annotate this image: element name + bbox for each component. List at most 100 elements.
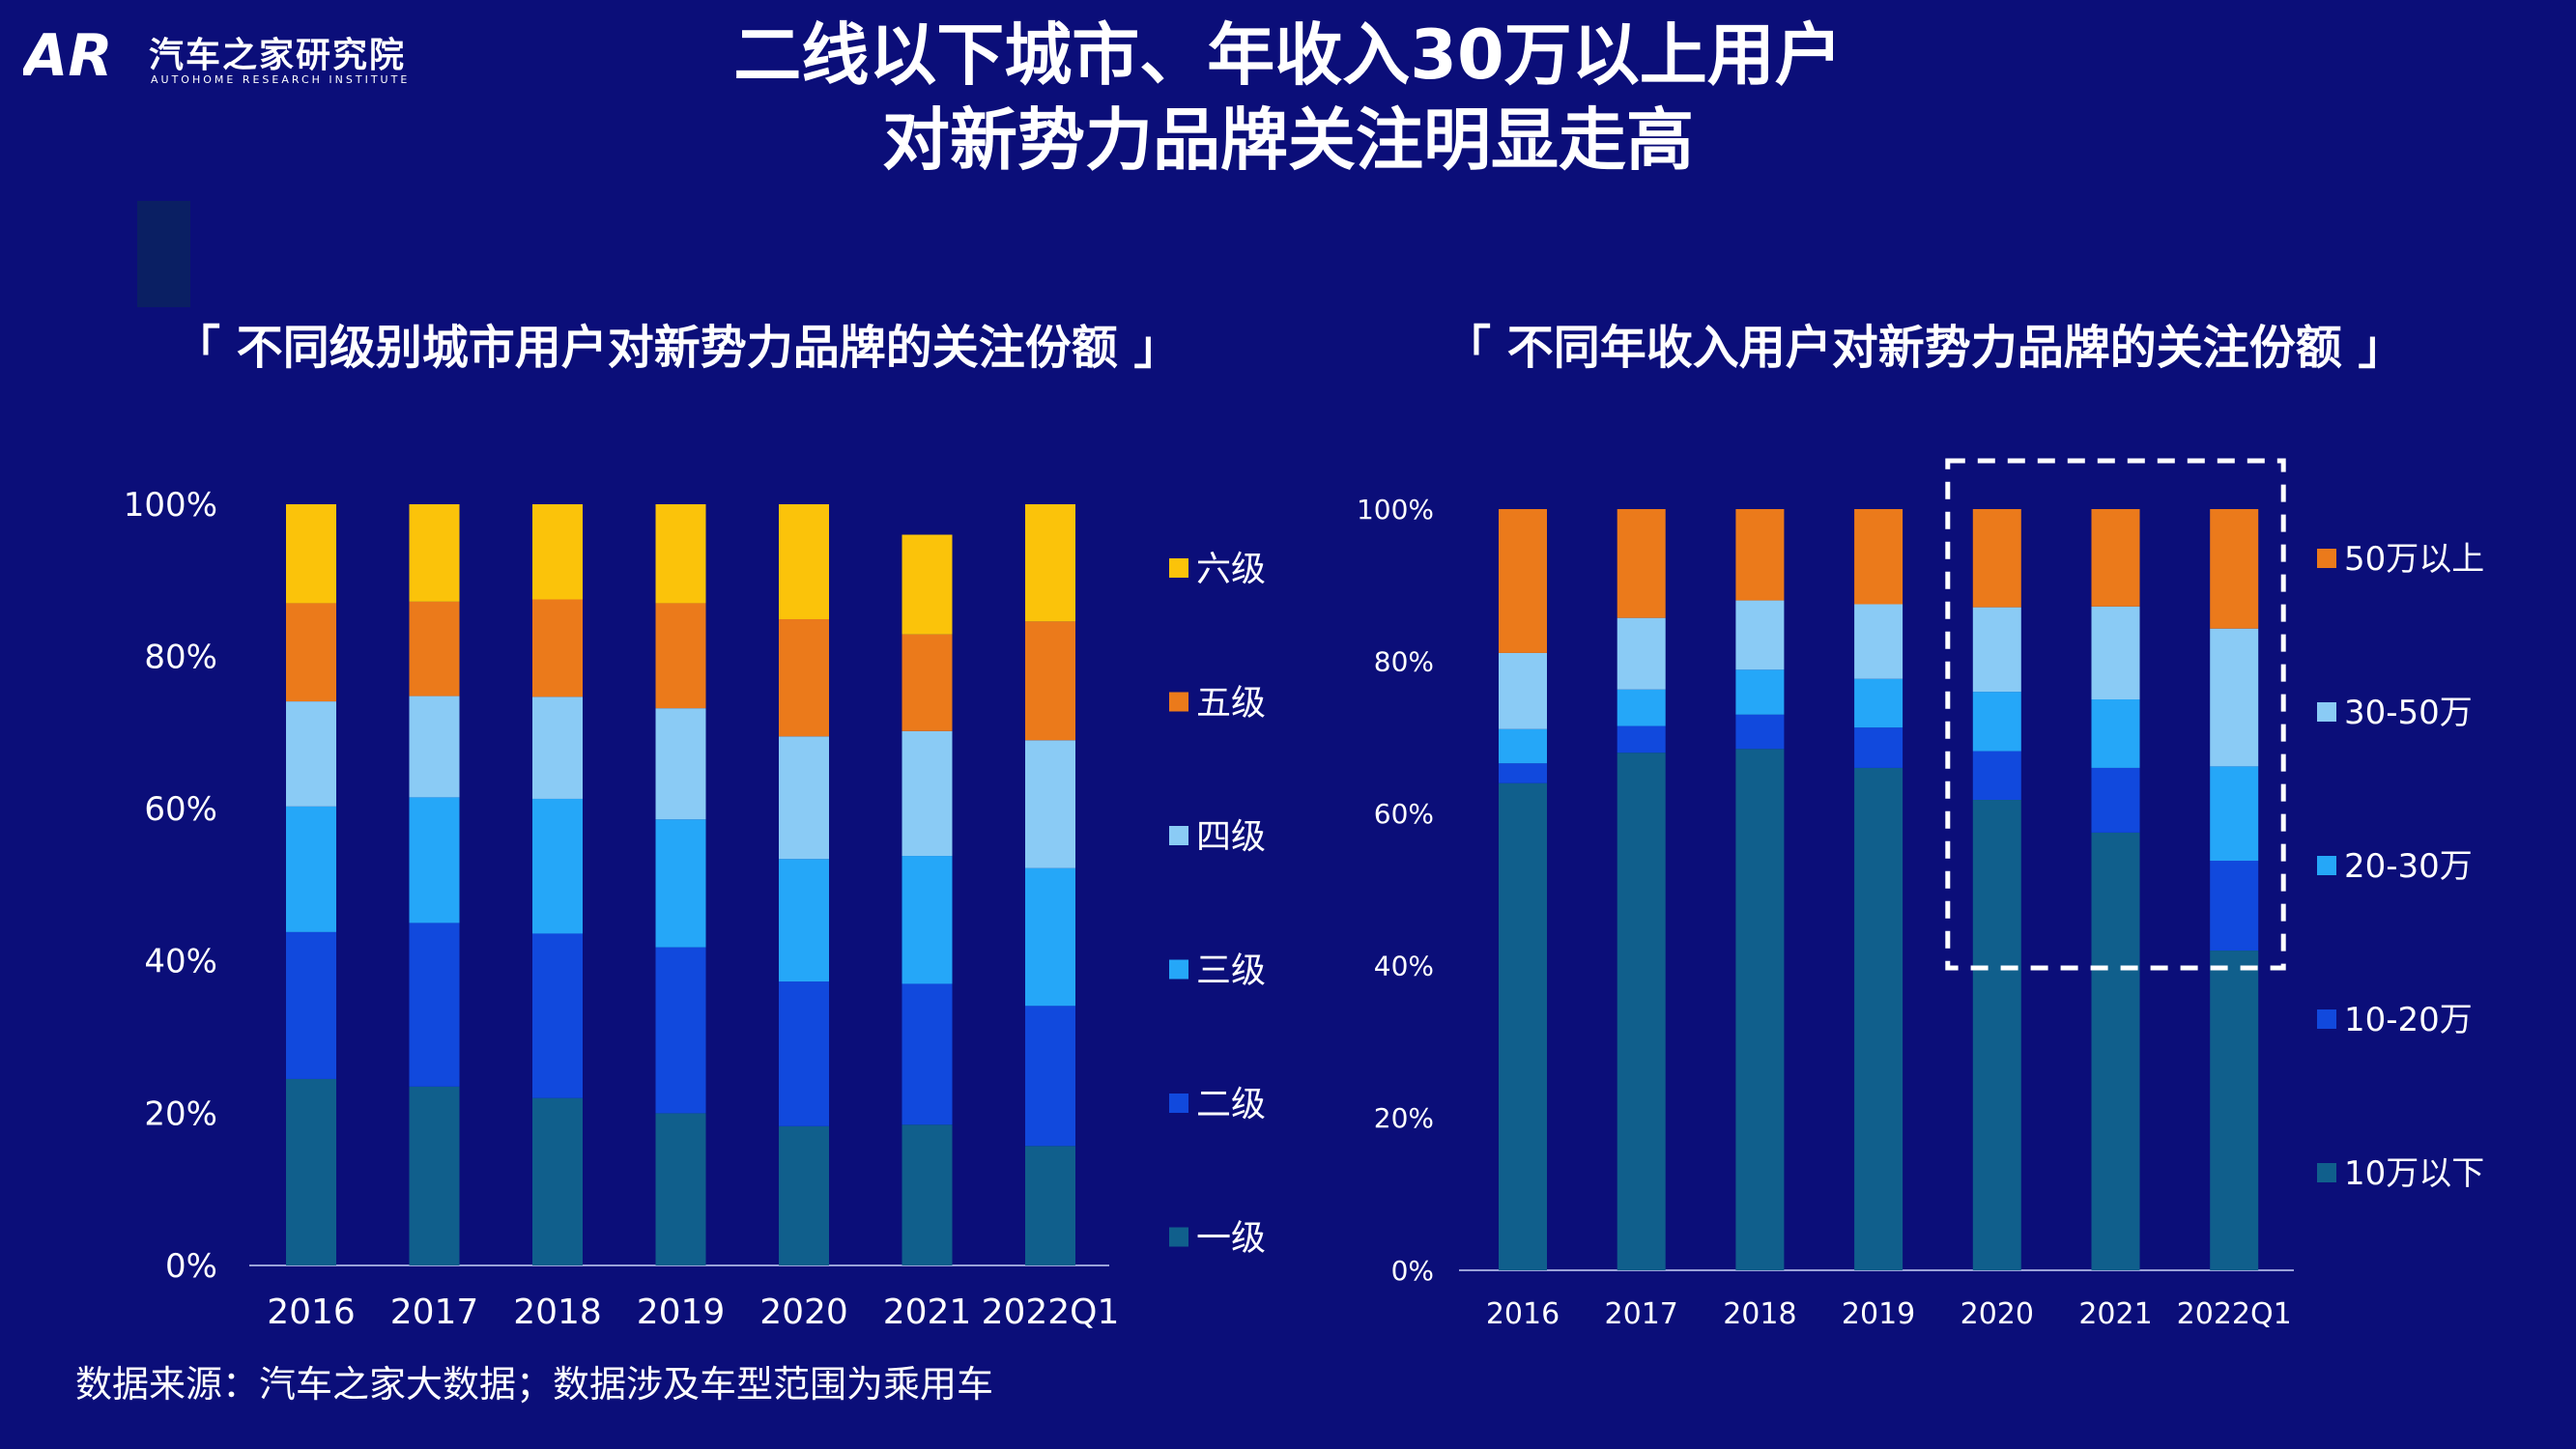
legend-label: 50万以上 — [2344, 540, 2484, 579]
bar-segment — [532, 599, 583, 697]
bar-segment — [1735, 714, 1785, 750]
bar-segment — [779, 618, 829, 737]
page-title-line1: 二线以下城市、年收入30万以上用户 — [733, 15, 1843, 95]
bar-segment — [532, 933, 583, 1098]
x-tick-label: 2018 — [513, 1293, 602, 1332]
bar-segment — [779, 504, 829, 619]
bar-segment — [2210, 509, 2259, 629]
bar-segment — [532, 504, 583, 600]
bar-segment — [2091, 509, 2140, 607]
legend-swatch — [2317, 1009, 2336, 1029]
bar-segment — [902, 1124, 953, 1265]
bar-segment — [1025, 621, 1075, 741]
legend-label: 六级 — [1196, 550, 1266, 589]
bar-segment — [655, 504, 706, 604]
y-tick-label: 40% — [1374, 951, 1434, 982]
bar-segment — [1617, 725, 1666, 753]
bar-segment — [409, 1086, 460, 1265]
bar-segment — [2091, 699, 2140, 768]
legend-swatch — [2317, 1163, 2336, 1182]
x-tick-label: 2021 — [883, 1293, 972, 1332]
bar-segment — [1617, 617, 1666, 690]
right-chart-title: 「 不同年收入用户对新势力品牌的关注份额 」 — [1445, 321, 2405, 375]
x-tick-label: 2021 — [2078, 1297, 2152, 1331]
bar-segment — [409, 923, 460, 1087]
bar-segment — [1854, 767, 1903, 1270]
logo-name-en: AUTOHOME RESEARCH INSTITUTE — [151, 73, 411, 86]
data-source-note: 数据来源：汽车之家大数据；数据涉及车型范围为乘用车 — [75, 1363, 994, 1406]
bar-segment — [1025, 740, 1075, 868]
legend-label: 一级 — [1196, 1218, 1266, 1258]
legend-swatch — [1169, 959, 1188, 980]
logo-mark-icon: AR — [19, 22, 113, 90]
bar-segment — [902, 634, 953, 731]
bar-segment — [1972, 692, 2021, 752]
bar-segment — [1854, 604, 1903, 679]
bar-segment — [1735, 669, 1785, 715]
bar-segment — [286, 504, 336, 604]
legend-label: 10万以下 — [2344, 1154, 2484, 1193]
y-tick-label: 100% — [1357, 494, 1434, 526]
legend-label: 30-50万 — [2344, 694, 2473, 732]
x-tick-label: 2022Q1 — [982, 1293, 1120, 1332]
bar-segment — [1735, 600, 1785, 670]
bar-segment — [902, 856, 953, 984]
bar-segment — [1854, 727, 1903, 768]
x-tick-label: 2020 — [1961, 1297, 2034, 1331]
bar-segment — [655, 1113, 706, 1265]
bar-segment — [286, 806, 336, 932]
x-tick-label: 2019 — [637, 1293, 726, 1332]
bar-segment — [1025, 504, 1075, 622]
bar-segment — [286, 603, 336, 702]
bar-segment — [409, 504, 460, 602]
bar-segment — [2210, 628, 2259, 767]
bar-segment — [1499, 782, 1547, 1270]
legend-label: 四级 — [1196, 817, 1266, 857]
legend-swatch — [1169, 1227, 1188, 1247]
y-tick-label: 20% — [144, 1094, 217, 1133]
legend-swatch — [2317, 702, 2336, 722]
legend-swatch — [2317, 856, 2336, 875]
bar-segment — [2091, 767, 2140, 833]
bar-segment — [2210, 861, 2259, 952]
bar-segment — [902, 730, 953, 857]
bar-segment — [902, 983, 953, 1125]
bar-segment — [1972, 607, 2021, 693]
y-tick-label: 60% — [144, 790, 217, 829]
bar-segment — [1499, 763, 1547, 783]
x-tick-label: 2019 — [1842, 1297, 1915, 1331]
logo: AR 汽车之家研究院 AUTOHOME RESEARCH INSTITUTE — [19, 22, 411, 100]
bar-segment — [1972, 751, 2021, 801]
x-tick-label: 2018 — [1723, 1297, 1796, 1331]
bar-segment — [1617, 689, 1666, 726]
bar-segment — [779, 981, 829, 1126]
bar-segment — [409, 696, 460, 798]
bar-segment — [1499, 728, 1547, 764]
legend-swatch — [2317, 549, 2336, 568]
bar-segment — [1617, 753, 1666, 1270]
bar-segment — [1617, 509, 1666, 618]
y-tick-label: 0% — [1391, 1255, 1434, 1287]
bar-segment — [1735, 749, 1785, 1270]
y-tick-label: 100% — [124, 486, 217, 525]
y-tick-label: 80% — [1374, 645, 1434, 677]
x-tick-label: 2016 — [267, 1293, 356, 1332]
bar-segment — [1972, 509, 2021, 608]
bar-segment — [1972, 800, 2021, 1270]
x-tick-label: 2022Q1 — [2177, 1297, 2292, 1331]
bar-segment — [2091, 832, 2140, 1270]
legend-label: 五级 — [1196, 683, 1266, 723]
bar-segment — [779, 1125, 829, 1265]
x-tick-label: 2016 — [1486, 1297, 1560, 1331]
bar-segment — [1499, 652, 1547, 729]
bar-segment — [655, 708, 706, 820]
bar-segment — [779, 736, 829, 860]
y-tick-label: 40% — [144, 943, 217, 981]
bar-segment — [1735, 509, 1785, 601]
y-tick-label: 80% — [144, 639, 217, 677]
bar-segment — [2210, 951, 2259, 1270]
bar-segment — [2091, 606, 2140, 699]
bar-segment — [655, 947, 706, 1114]
